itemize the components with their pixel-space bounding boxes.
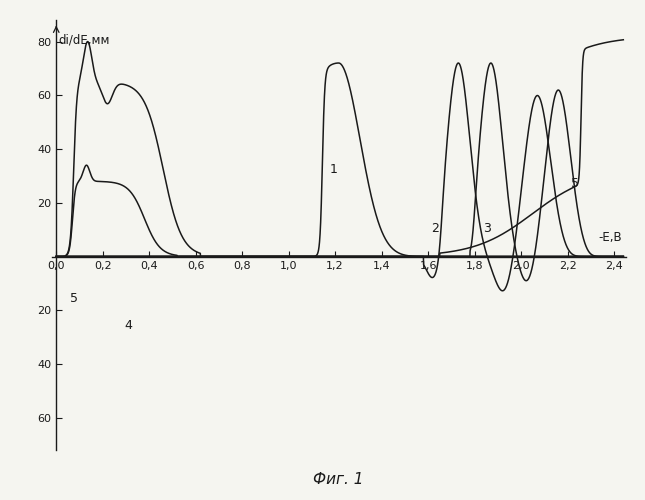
Text: di/dE,мм: di/dE,мм bbox=[59, 34, 110, 46]
Text: Фиг. 1: Фиг. 1 bbox=[313, 472, 364, 486]
Text: 5: 5 bbox=[571, 176, 579, 190]
Text: 4: 4 bbox=[125, 319, 133, 332]
Text: 1: 1 bbox=[330, 163, 337, 176]
Text: 2: 2 bbox=[432, 222, 439, 235]
Text: 3: 3 bbox=[482, 222, 491, 235]
Text: -E,В: -E,В bbox=[599, 232, 622, 244]
Text: 5: 5 bbox=[70, 292, 78, 305]
